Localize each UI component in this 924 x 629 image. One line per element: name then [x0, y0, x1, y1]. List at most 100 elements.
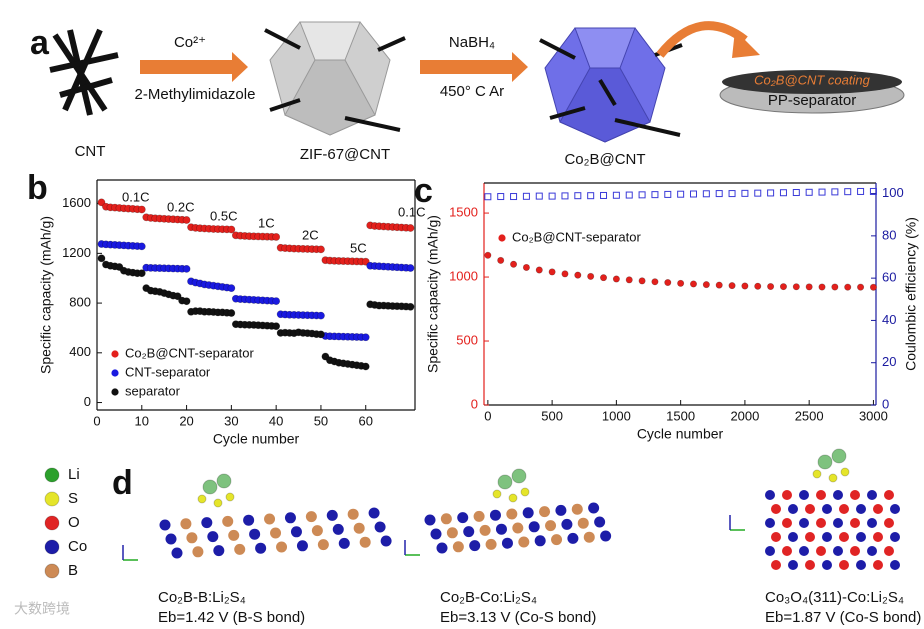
- atom: [771, 532, 781, 542]
- data-point: [728, 282, 736, 290]
- atom: [353, 522, 365, 534]
- cnt-label: CNT: [75, 143, 106, 160]
- x-axis-label: Cycle number: [637, 426, 724, 442]
- atom: [817, 454, 833, 470]
- atom: [207, 531, 219, 543]
- data-point: [869, 187, 877, 195]
- y2-tick-label: 0: [882, 396, 889, 411]
- data-point: [779, 283, 787, 291]
- x-tick-label: 30: [224, 413, 238, 428]
- arrow: [420, 52, 528, 82]
- atom: [508, 493, 518, 503]
- data-point: [741, 282, 749, 290]
- data-point: [227, 284, 236, 293]
- binding-energy: Eb=1.42 V (B-S bond): [158, 609, 305, 626]
- annotation: 2C: [302, 227, 319, 242]
- reagent: Co²⁺: [174, 34, 206, 51]
- atom: [255, 542, 267, 554]
- x-tick-label: 2000: [730, 408, 759, 423]
- x-tick-label: 1500: [666, 408, 695, 423]
- atom: [305, 511, 317, 523]
- atom: [822, 532, 832, 542]
- legend-marker: [498, 234, 506, 242]
- atom: [296, 540, 308, 552]
- atom: [782, 490, 792, 500]
- panel-a: a CNT Co²⁺ 2-Methylimidazole ZIF-67@CNT …: [30, 21, 905, 168]
- atom: [839, 532, 849, 542]
- panel-d: d Li SO Co B Co₂B-B:Li₂S₄ Eb=1.42 V (B-S bond…: [44, 448, 921, 626]
- data-point: [600, 191, 608, 199]
- reagent: 2-Methylimidazole: [135, 86, 256, 103]
- data-point: [805, 188, 813, 196]
- arrow: [656, 21, 748, 58]
- data-point: [406, 302, 415, 311]
- data-point: [561, 270, 569, 278]
- atom: [545, 520, 557, 532]
- atom: [567, 532, 579, 544]
- atom: [374, 521, 386, 533]
- coating-label: Co₂B@CNT coating: [754, 72, 870, 87]
- x-tick-label: 0: [93, 413, 100, 428]
- atom: [890, 532, 900, 542]
- data-point: [317, 311, 325, 320]
- atom: [788, 504, 798, 514]
- atom: [555, 504, 567, 516]
- legend-label: Li: [68, 466, 80, 483]
- data-point: [664, 279, 672, 287]
- atom: [326, 509, 338, 521]
- annotation: 0.1C: [122, 189, 149, 204]
- atom: [884, 546, 894, 556]
- atom: [243, 514, 255, 526]
- legend-atom: [44, 515, 60, 531]
- data-point: [664, 190, 672, 198]
- data-point: [548, 192, 556, 200]
- y-tick-label: 0: [84, 394, 91, 409]
- atom: [816, 518, 826, 528]
- data-point: [818, 283, 826, 291]
- data-point: [728, 190, 736, 198]
- y2-tick-label: 20: [882, 354, 896, 369]
- atom: [485, 538, 497, 550]
- x-tick-label: 500: [541, 408, 563, 423]
- atom: [213, 498, 223, 508]
- atom: [816, 490, 826, 500]
- atom: [165, 533, 177, 545]
- structure-name: Co₂B-B:Li₂S₄: [158, 589, 246, 606]
- atom: [805, 532, 815, 542]
- data-point: [767, 189, 775, 197]
- atom: [492, 489, 502, 499]
- x-tick-label: 2500: [795, 408, 824, 423]
- atom: [856, 560, 866, 570]
- atom: [368, 507, 380, 519]
- data-point: [844, 188, 852, 196]
- atom: [332, 523, 344, 535]
- crystal-structure: [729, 448, 900, 570]
- atom: [534, 535, 546, 547]
- atom: [430, 528, 442, 540]
- data-point: [792, 283, 800, 291]
- atom: [180, 518, 192, 530]
- cnt-icon: [49, 28, 119, 116]
- data-point: [182, 216, 191, 224]
- data-point: [497, 193, 505, 201]
- data-point: [182, 297, 191, 306]
- atom: [805, 504, 815, 514]
- atom: [833, 518, 843, 528]
- atom: [216, 473, 232, 489]
- atom: [469, 540, 481, 552]
- series: [484, 251, 877, 291]
- data-point: [702, 281, 710, 289]
- data-point: [272, 233, 281, 241]
- legend-label: B: [68, 562, 78, 579]
- y-axis-label: Specific capacity (mAh/g): [425, 215, 441, 373]
- atom: [799, 518, 809, 528]
- atom: [234, 543, 246, 555]
- atom: [867, 518, 877, 528]
- atom: [186, 532, 198, 544]
- data-point: [857, 283, 865, 291]
- data-point: [406, 264, 415, 272]
- data-point: [574, 192, 582, 200]
- data-point: [651, 278, 659, 286]
- atom: [850, 546, 860, 556]
- legend-marker: [111, 350, 119, 358]
